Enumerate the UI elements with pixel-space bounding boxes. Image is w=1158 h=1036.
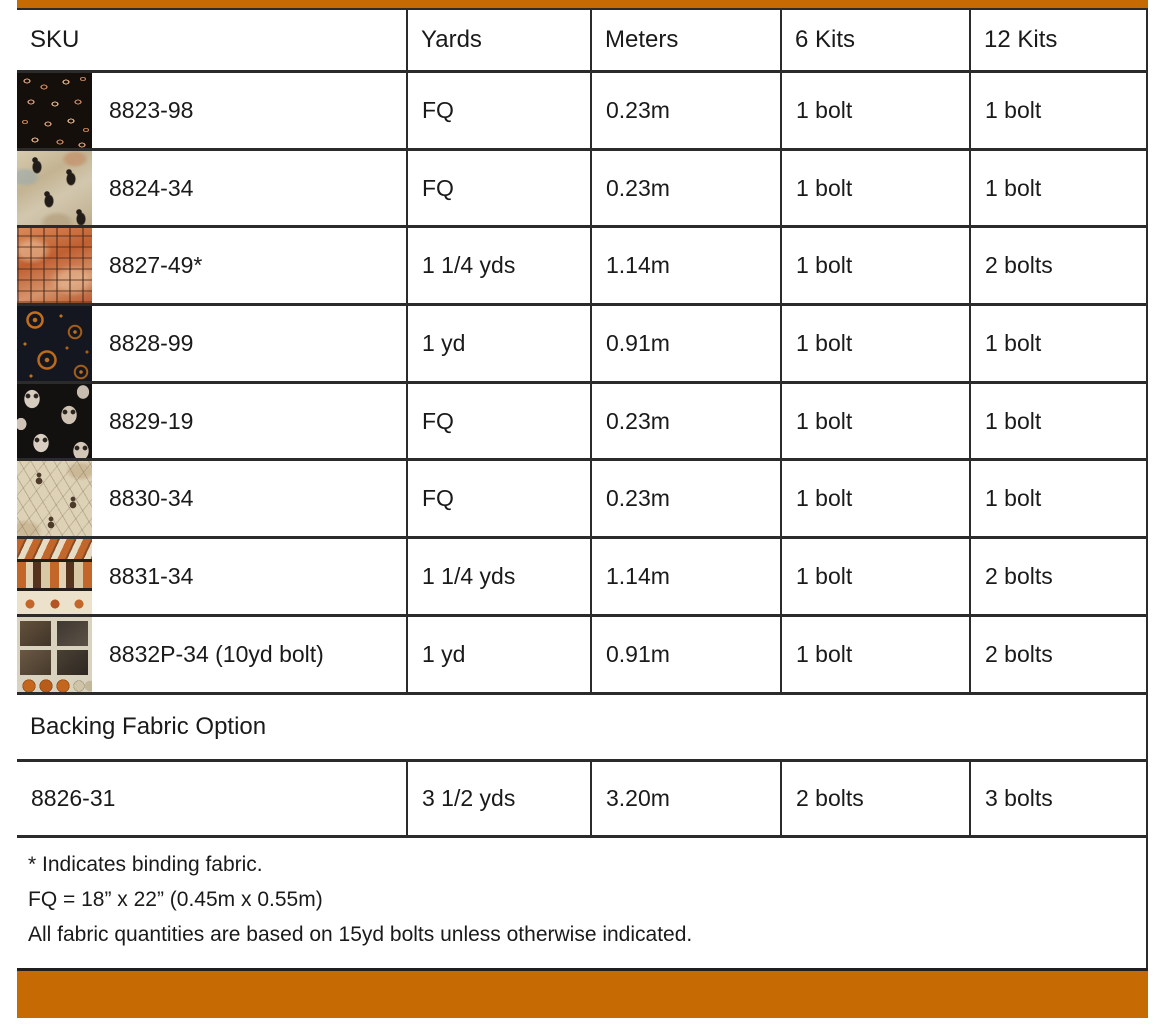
yards-value: FQ — [406, 150, 590, 226]
meters-value: 0.23m — [590, 461, 780, 537]
sku-cell: 8830-34 — [17, 461, 406, 537]
yards-value: 1 yd — [406, 616, 590, 692]
sampler-stripe-swatch — [17, 539, 92, 614]
6kits-value: 1 bolt — [780, 150, 969, 226]
table-row: 8830-34 FQ 0.23m 1 bolt 1 bolt — [17, 461, 1146, 540]
header-row: SKU Yards Meters 6 Kits 12 Kits — [17, 10, 1146, 73]
spiders-swatch — [17, 461, 92, 537]
meters-value: 0.23m — [590, 73, 780, 148]
6kits-value: 1 bolt — [780, 539, 969, 614]
header-cell-6kits: 6 Kits — [780, 10, 969, 70]
table-body: 8823-98 FQ 0.23m 1 bolt 1 bolt 8824-34 F… — [17, 73, 1146, 695]
table-row: 8828-99 1 yd 0.91m 1 bolt 1 bolt — [17, 306, 1146, 384]
6kits-value: 1 bolt — [780, 228, 969, 304]
table-row: 8824-34 FQ 0.23m 1 bolt 1 bolt — [17, 150, 1146, 229]
cat-eyes-swatch — [17, 73, 92, 148]
footnote-line-bolts: All fabric quantities are based on 15yd … — [28, 922, 693, 946]
sku-label: 8830-34 — [109, 485, 194, 512]
sku-cell: 8832P-34 (10yd bolt) — [17, 616, 406, 692]
6kits-value: 1 bolt — [780, 616, 969, 692]
panel-swatch — [17, 616, 92, 692]
skulls-swatch — [17, 383, 92, 459]
12kits-value: 2 bolts — [969, 616, 1146, 692]
meters-value: 1.14m — [590, 228, 780, 304]
backing-6kits-value: 2 bolts — [780, 761, 969, 835]
sku-label: 8831-34 — [109, 562, 194, 589]
12kits-value: 1 bolt — [969, 150, 1146, 226]
12kits-value: 1 bolt — [969, 461, 1146, 537]
backing-yards-value: 3 1/2 yds — [406, 761, 590, 835]
meters-value: 1.14m — [590, 539, 780, 614]
meters-value: 0.91m — [590, 616, 780, 692]
sku-cell: 8823-98 — [17, 73, 406, 148]
yards-value: 1 1/4 yds — [406, 539, 590, 614]
table-row: 8827-49* 1 1/4 yds 1.14m 1 bolt 2 bolts — [17, 228, 1146, 307]
sku-label: 8832P-34 (10yd bolt) — [109, 640, 324, 667]
footnotes: * Indicates binding fabric. FQ = 18” x 2… — [17, 838, 1146, 968]
sku-cell: 8831-34 — [17, 539, 406, 614]
12kits-value: 1 bolt — [969, 306, 1146, 381]
bottom-accent-bar — [17, 967, 1148, 1018]
backing-row: 8826-31 3 1/2 yds 3.20m 2 bolts 3 bolts — [17, 761, 1146, 838]
table-row: 8823-98 FQ 0.23m 1 bolt 1 bolt — [17, 73, 1146, 151]
sku-cell: 8824-34 — [17, 150, 406, 226]
header-cell-meters: Meters — [590, 10, 780, 70]
sku-label: 8828-99 — [109, 329, 194, 356]
table-row: 8831-34 1 1/4 yds 1.14m 1 bolt 2 bolts — [17, 539, 1146, 617]
6kits-value: 1 bolt — [780, 383, 969, 459]
meters-value: 0.91m — [590, 306, 780, 381]
meters-value: 0.23m — [590, 150, 780, 226]
backing-meters-value: 3.20m — [590, 761, 780, 835]
jack-o-lantern-swatch — [17, 306, 92, 381]
top-accent-bar — [17, 0, 1148, 10]
sku-cell: 8827-49* — [17, 228, 406, 304]
sku-label: 8823-98 — [109, 96, 194, 123]
sku-label: 8829-19 — [109, 407, 194, 434]
sku-cell: 8829-19 — [17, 383, 406, 459]
backing-section-title: Backing Fabric Option — [17, 695, 1146, 762]
12kits-value: 2 bolts — [969, 228, 1146, 304]
yards-value: FQ — [406, 73, 590, 148]
header-cell-12kits: 12 Kits — [969, 10, 1146, 70]
yards-value: 1 1/4 yds — [406, 228, 590, 304]
6kits-value: 1 bolt — [780, 461, 969, 537]
header-cell-yards: Yards — [406, 10, 590, 70]
yards-value: FQ — [406, 383, 590, 459]
backing-sku-label: 8826-31 — [31, 784, 116, 811]
footnote-line-binding: * Indicates binding fabric. — [28, 852, 263, 876]
table-row: 8832P-34 (10yd bolt) 1 yd 0.91m 1 bolt 2… — [17, 616, 1146, 695]
fabric-table: SKU Yards Meters 6 Kits 12 Kits 8823-98 … — [17, 10, 1148, 968]
meters-value: 0.23m — [590, 383, 780, 459]
footnote-line-fq: FQ = 18” x 22” (0.45m x 0.55m) — [28, 887, 323, 911]
header-cell-sku: SKU — [30, 26, 80, 53]
sku-label: 8824-34 — [109, 174, 194, 201]
6kits-value: 1 bolt — [780, 73, 969, 148]
orange-plaid-swatch — [17, 228, 92, 304]
table-row: 8829-19 FQ 0.23m 1 bolt 1 bolt — [17, 383, 1146, 462]
yards-value: 1 yd — [406, 306, 590, 381]
sku-label: 8827-49* — [109, 252, 203, 279]
6kits-value: 1 bolt — [780, 306, 969, 381]
backing-12kits-value: 3 bolts — [969, 761, 1146, 835]
12kits-value: 1 bolt — [969, 383, 1146, 459]
yards-value: FQ — [406, 461, 590, 537]
12kits-value: 2 bolts — [969, 539, 1146, 614]
12kits-value: 1 bolt — [969, 73, 1146, 148]
black-cats-swatch — [17, 150, 92, 226]
sku-cell: 8828-99 — [17, 306, 406, 381]
